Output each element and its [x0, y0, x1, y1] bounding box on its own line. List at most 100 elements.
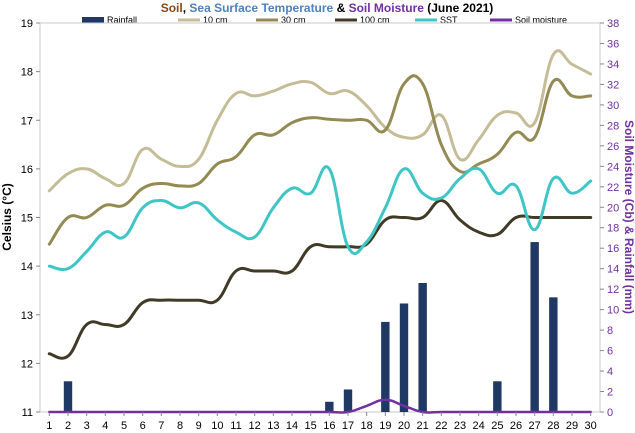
soil-moisture-line — [48, 398, 592, 414]
legend-item-soil-moisture: Soil moisture — [490, 15, 567, 25]
chart-title: Soil, Sea Surface Temperature & Soil Moi… — [161, 1, 494, 15]
y2-tick-label: 12 — [607, 284, 619, 296]
y2-tick-label: 20 — [607, 202, 619, 214]
rainfall-bar — [325, 401, 334, 412]
y2-tick-label: 36 — [607, 38, 619, 50]
legend-swatch — [82, 17, 104, 23]
y2-tick-label: 8 — [607, 325, 613, 337]
y2-tick-label: 6 — [607, 346, 613, 358]
title-part-2: Sea Surface Temperature — [189, 1, 333, 15]
rainfall-bar — [493, 381, 502, 412]
x-tick-label: 28 — [547, 420, 559, 432]
y2-tick-label: 22 — [607, 182, 619, 194]
y2-tick-label: 28 — [607, 120, 619, 132]
legend-label: Rainfall — [107, 15, 137, 25]
rainfall-bar — [343, 389, 353, 412]
y2-tick-label: 10 — [607, 305, 619, 317]
x-tick-label: 14 — [286, 420, 298, 432]
10-cm-line — [47, 49, 593, 193]
x-tick-label: 30 — [585, 420, 597, 432]
x-tick-label: 8 — [177, 420, 183, 432]
y2-tick-label: 4 — [607, 366, 613, 378]
x-tick-label: 13 — [267, 420, 279, 432]
x-tick-label: 6 — [140, 420, 146, 432]
x-tick-label: 9 — [196, 420, 202, 432]
x-tick-label: 15 — [305, 420, 317, 432]
rainfall-bar — [530, 242, 539, 412]
legend-item-rainfall: Rainfall — [82, 15, 137, 25]
x-tick-label: 3 — [84, 420, 90, 432]
x-tick-label: 18 — [361, 420, 373, 432]
y-tick-label: 18 — [21, 67, 33, 79]
legend-item-100-cm: 100 cm — [335, 15, 390, 25]
y2-tick-label: 2 — [607, 387, 613, 399]
x-tick-label: 24 — [473, 420, 485, 432]
x-tick-label: 12 — [249, 420, 261, 432]
title-part-5: (June 2021) — [424, 1, 493, 15]
x-tick-label: 11 — [230, 420, 241, 432]
y-tick-label: 19 — [21, 18, 33, 30]
sst-line — [47, 165, 593, 272]
legend-label: Soil moisture — [515, 15, 567, 25]
x-tick-label: 25 — [491, 420, 503, 432]
legend-label: 30 cm — [281, 15, 306, 25]
y2-tick-label: 34 — [607, 59, 619, 71]
100-cm-line — [47, 199, 593, 360]
x-tick-label: 26 — [510, 420, 522, 432]
rainfall-bar — [381, 321, 390, 412]
x-tick-label: 22 — [435, 420, 447, 432]
title-part-4: Soil Moisture — [349, 1, 425, 15]
title-part-0: Soil — [161, 1, 183, 15]
y-tick-label: 15 — [21, 213, 33, 225]
series-lines — [47, 49, 593, 414]
y-tick-label: 13 — [21, 310, 33, 322]
legend-item-10-cm: 10 cm — [178, 15, 228, 25]
y-tick-label: 12 — [21, 358, 33, 370]
y-tick-label: 16 — [21, 164, 33, 176]
title-part-3: & — [333, 1, 348, 15]
y2-tick-label: 14 — [607, 264, 619, 276]
axes: 1112131415161718190246810121416182022242… — [21, 18, 620, 432]
y-tick-label: 11 — [22, 407, 33, 419]
x-tick-label: 23 — [454, 420, 466, 432]
x-tick-label: 29 — [566, 420, 578, 432]
y2-tick-label: 26 — [607, 141, 619, 153]
y2-tick-label: 24 — [607, 161, 619, 173]
y2-tick-label: 30 — [607, 100, 619, 112]
legend-item-sst: SST — [415, 15, 458, 25]
x-tick-label: 16 — [323, 420, 335, 432]
x-tick-label: 17 — [342, 420, 354, 432]
30-cm-line — [47, 74, 593, 246]
y2-tick-label: 16 — [607, 243, 619, 255]
y-tick-label: 14 — [21, 261, 33, 273]
x-tick-label: 5 — [121, 420, 127, 432]
rainfall-bar — [549, 297, 558, 412]
x-tick-label: 27 — [529, 420, 541, 432]
rainfall-bar — [418, 283, 427, 412]
legend: Rainfall 10 cm 30 cm 100 cm SST Soil moisture — [82, 15, 567, 25]
x-tick-label: 20 — [398, 420, 410, 432]
x-tick-label: 19 — [379, 420, 391, 432]
y2-axis-label: Soil Moisture (Cb) & Rainfall (mm) — [622, 120, 635, 314]
x-tick-label: 21 — [417, 420, 429, 432]
y-tick-label: 17 — [21, 115, 33, 127]
y2-tick-label: 18 — [607, 223, 619, 235]
y2-tick-label: 32 — [607, 79, 619, 91]
y2-tick-label: 38 — [607, 18, 619, 30]
legend-label: 10 cm — [203, 15, 228, 25]
legend-item-30-cm: 30 cm — [256, 15, 306, 25]
x-tick-label: 1 — [46, 420, 52, 432]
y-axis-label: Celsius (°C) — [0, 183, 14, 250]
legend-label: 100 cm — [360, 15, 390, 25]
title-part-1: , — [183, 1, 190, 15]
x-tick-label: 4 — [102, 420, 108, 432]
legend-label: SST — [440, 15, 458, 25]
x-tick-label: 7 — [158, 420, 164, 432]
x-tick-label: 2 — [65, 420, 71, 432]
rainfall-bars — [63, 242, 558, 412]
y2-tick-label: 0 — [607, 407, 613, 419]
rainfall-bar — [63, 381, 73, 412]
rainfall-bar — [399, 303, 409, 412]
x-tick-label: 10 — [211, 420, 223, 432]
